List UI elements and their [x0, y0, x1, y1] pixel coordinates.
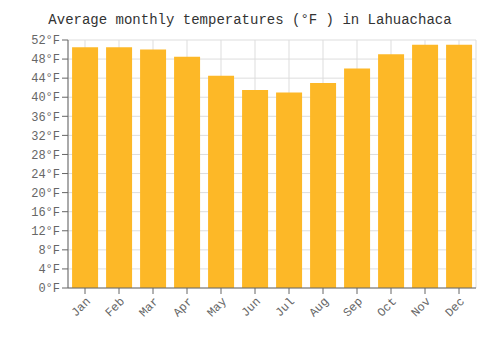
- svg-text:May: May: [205, 295, 230, 320]
- svg-text:20°F: 20°F: [31, 187, 60, 201]
- svg-text:16°F: 16°F: [31, 206, 60, 220]
- svg-text:Jun: Jun: [239, 295, 264, 320]
- svg-text:8°F: 8°F: [38, 244, 60, 258]
- svg-text:Jul: Jul: [273, 295, 298, 320]
- svg-text:Mar: Mar: [137, 295, 162, 320]
- svg-text:12°F: 12°F: [31, 225, 60, 239]
- svg-text:Aug: Aug: [307, 295, 332, 320]
- svg-text:24°F: 24°F: [31, 168, 60, 182]
- svg-text:4°F: 4°F: [38, 263, 60, 277]
- svg-text:36°F: 36°F: [31, 111, 60, 125]
- svg-text:32°F: 32°F: [31, 130, 60, 144]
- svg-text:52°F: 52°F: [31, 34, 60, 48]
- svg-text:0°F: 0°F: [38, 282, 60, 296]
- svg-text:44°F: 44°F: [31, 72, 60, 86]
- svg-text:Oct: Oct: [375, 295, 400, 320]
- html-text:Average monthly temperatures (: Average monthly temperatures (°F ) in La…: [48, 12, 452, 28]
- svg-text:Dec: Dec: [443, 295, 468, 320]
- svg-text:Jan: Jan: [69, 295, 94, 320]
- svg-text:28°F: 28°F: [31, 149, 60, 163]
- svg-text:Sep: Sep: [341, 295, 366, 320]
- svg-text:Feb: Feb: [103, 295, 128, 320]
- svg-text:48°F: 48°F: [31, 53, 60, 67]
- svg-text:Nov: Nov: [409, 295, 434, 320]
- svg-text:Apr: Apr: [171, 295, 196, 320]
- svg-text:40°F: 40°F: [31, 91, 60, 105]
